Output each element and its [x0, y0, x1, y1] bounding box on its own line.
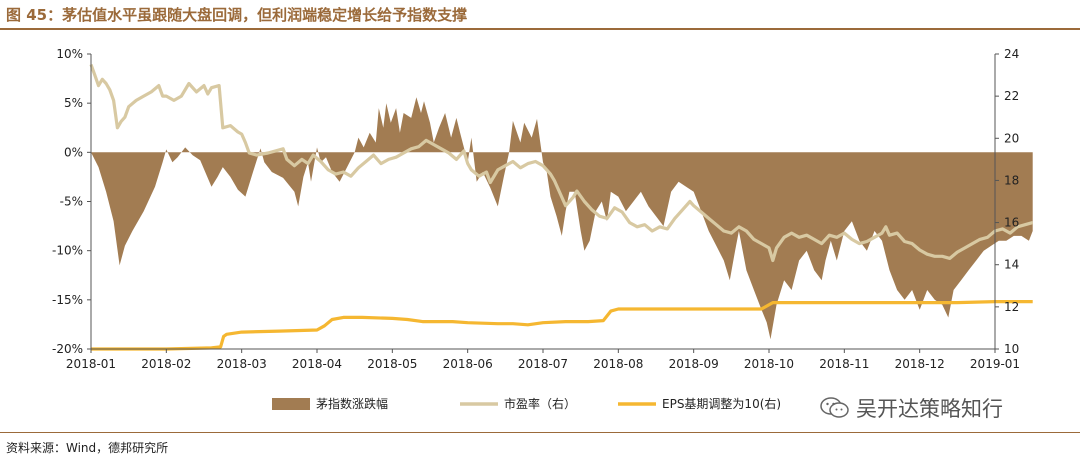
- watermark: 吴开达策略知行: [820, 393, 1003, 423]
- legend-label: 市盈率（右）: [504, 396, 576, 411]
- left-tick-label: -20%: [52, 342, 83, 356]
- left-tick-label: 10%: [56, 47, 83, 61]
- x-tick-label: 2019-01: [970, 357, 1020, 371]
- left-tick-label: -15%: [52, 293, 83, 307]
- right-tick-label: 24: [1004, 47, 1019, 61]
- x-tick-label: 2018-10: [744, 357, 794, 371]
- source-note: 资料来源：Wind，德邦研究所: [6, 441, 169, 455]
- left-tick-label: 5%: [64, 96, 83, 110]
- right-tick-label: 22: [1004, 89, 1019, 103]
- left-tick-label: -5%: [60, 195, 83, 209]
- x-tick-label: 2018-05: [367, 357, 417, 371]
- bottom-rule: [0, 432, 1080, 433]
- chart: 10%5%0%-5%-10%-15%-20%242220181614121020…: [52, 47, 1034, 411]
- x-tick-label: 2018-12: [895, 357, 945, 371]
- right-tick-label: 18: [1004, 173, 1019, 187]
- x-tick-label: 2018-04: [292, 357, 342, 371]
- series-area-0: [91, 97, 1033, 340]
- wechat-icon: [820, 397, 849, 418]
- right-tick-label: 12: [1004, 300, 1019, 314]
- plot-area: [89, 63, 1034, 351]
- right-tick-label: 14: [1004, 258, 1019, 272]
- x-tick-label: 2018-02: [141, 357, 191, 371]
- x-tick-label: 2018-03: [217, 357, 267, 371]
- x-tick-label: 2018-07: [518, 357, 568, 371]
- series-line-1: [89, 63, 1034, 263]
- watermark-text: 吴开达策略知行: [856, 397, 1003, 421]
- right-tick-label: 10: [1004, 342, 1019, 356]
- legend-swatch-area: [272, 398, 310, 410]
- legend-label: 茅指数涨跌幅: [316, 396, 388, 411]
- left-tick-label: 0%: [64, 145, 83, 159]
- x-tick-label: 2018-11: [819, 357, 869, 371]
- right-tick-label: 16: [1004, 216, 1019, 230]
- x-tick-label: 2018-08: [593, 357, 643, 371]
- left-tick-label: -10%: [52, 244, 83, 258]
- series-line-2: [91, 300, 1033, 351]
- legend-label: EPS基期调整为10(右): [662, 396, 781, 411]
- figure-title: 图 45：茅估值水平虽跟随大盘回调，但利润端稳定增长给予指数支撑: [6, 6, 468, 24]
- x-tick-label: 2018-01: [66, 357, 116, 371]
- axes: 10%5%0%-5%-10%-15%-20%242220181614121020…: [52, 47, 1020, 371]
- right-tick-label: 20: [1004, 131, 1019, 145]
- x-tick-label: 2018-09: [669, 357, 719, 371]
- legend: 茅指数涨跌幅 市盈率（右） EPS基期调整为10(右): [272, 396, 781, 411]
- x-tick-label: 2018-06: [443, 357, 493, 371]
- top-rule: [0, 28, 1080, 30]
